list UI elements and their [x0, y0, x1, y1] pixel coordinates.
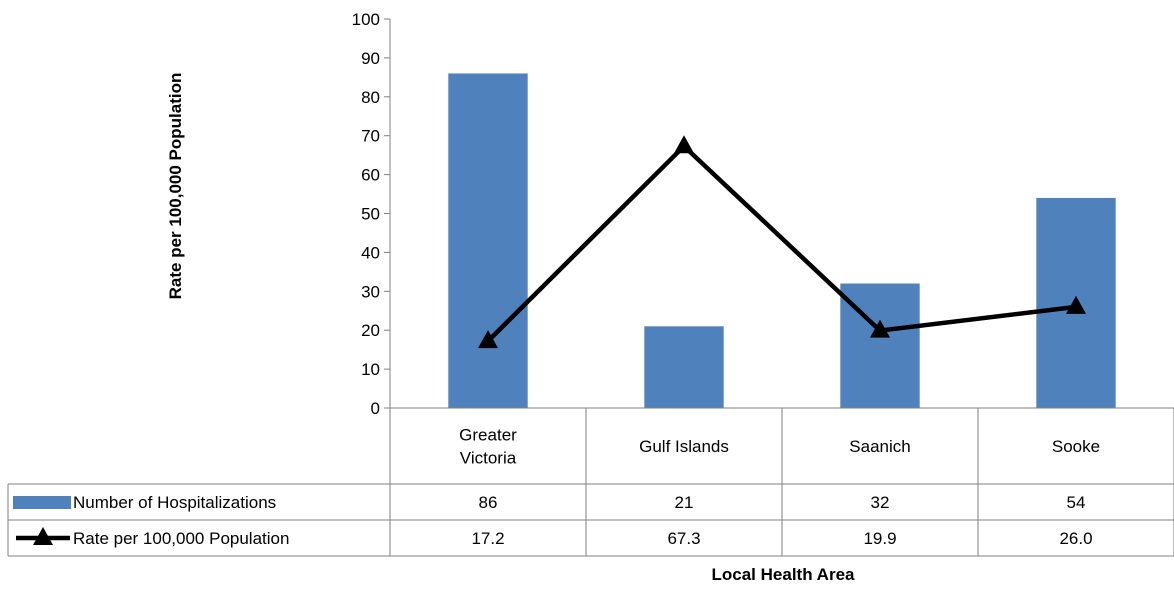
data-label: 19.9	[863, 529, 896, 548]
rate-line	[486, 143, 1077, 343]
category-label: Sooke	[1052, 437, 1100, 456]
data-label: 26.0	[1059, 529, 1092, 548]
category-label: Saanich	[849, 437, 910, 456]
category-label: Greater	[459, 426, 517, 445]
rate-marker	[478, 330, 498, 349]
y-tick-label: 40	[361, 243, 380, 262]
rate-marker	[674, 135, 694, 154]
y-tick-label: 20	[361, 321, 380, 340]
y-tick-label: 90	[361, 49, 380, 68]
data-label: 67.3	[667, 529, 700, 548]
x-axis-title: Local Health Area	[711, 565, 855, 584]
y-tick-label: 80	[361, 88, 380, 107]
y-tick-label: 0	[371, 399, 380, 418]
category-label: Victoria	[460, 449, 517, 468]
y-axis-title: Rate per 100,000 Population	[166, 72, 185, 300]
rate-marker	[870, 319, 890, 338]
rate-marker	[1066, 295, 1086, 314]
legend-key-marker	[33, 527, 53, 545]
data-label: 21	[675, 493, 694, 512]
category-label: Gulf Islands	[639, 437, 729, 456]
bar	[448, 73, 528, 409]
bar	[644, 326, 724, 408]
data-label: 54	[1067, 493, 1086, 512]
data-label: 32	[871, 493, 890, 512]
data-label: 86	[479, 493, 498, 512]
y-tick-label: 30	[361, 282, 380, 301]
legend-label: Number of Hospitalizations	[73, 493, 276, 512]
legend-key-bar	[13, 496, 71, 509]
y-tick-label: 70	[361, 127, 380, 146]
data-label: 17.2	[471, 529, 504, 548]
y-tick-label: 60	[361, 166, 380, 185]
y-tick-label: 10	[361, 360, 380, 379]
legend-label: Rate per 100,000 Population	[73, 529, 289, 548]
y-tick-label: 50	[361, 205, 380, 224]
y-tick-label: 100	[352, 10, 380, 29]
